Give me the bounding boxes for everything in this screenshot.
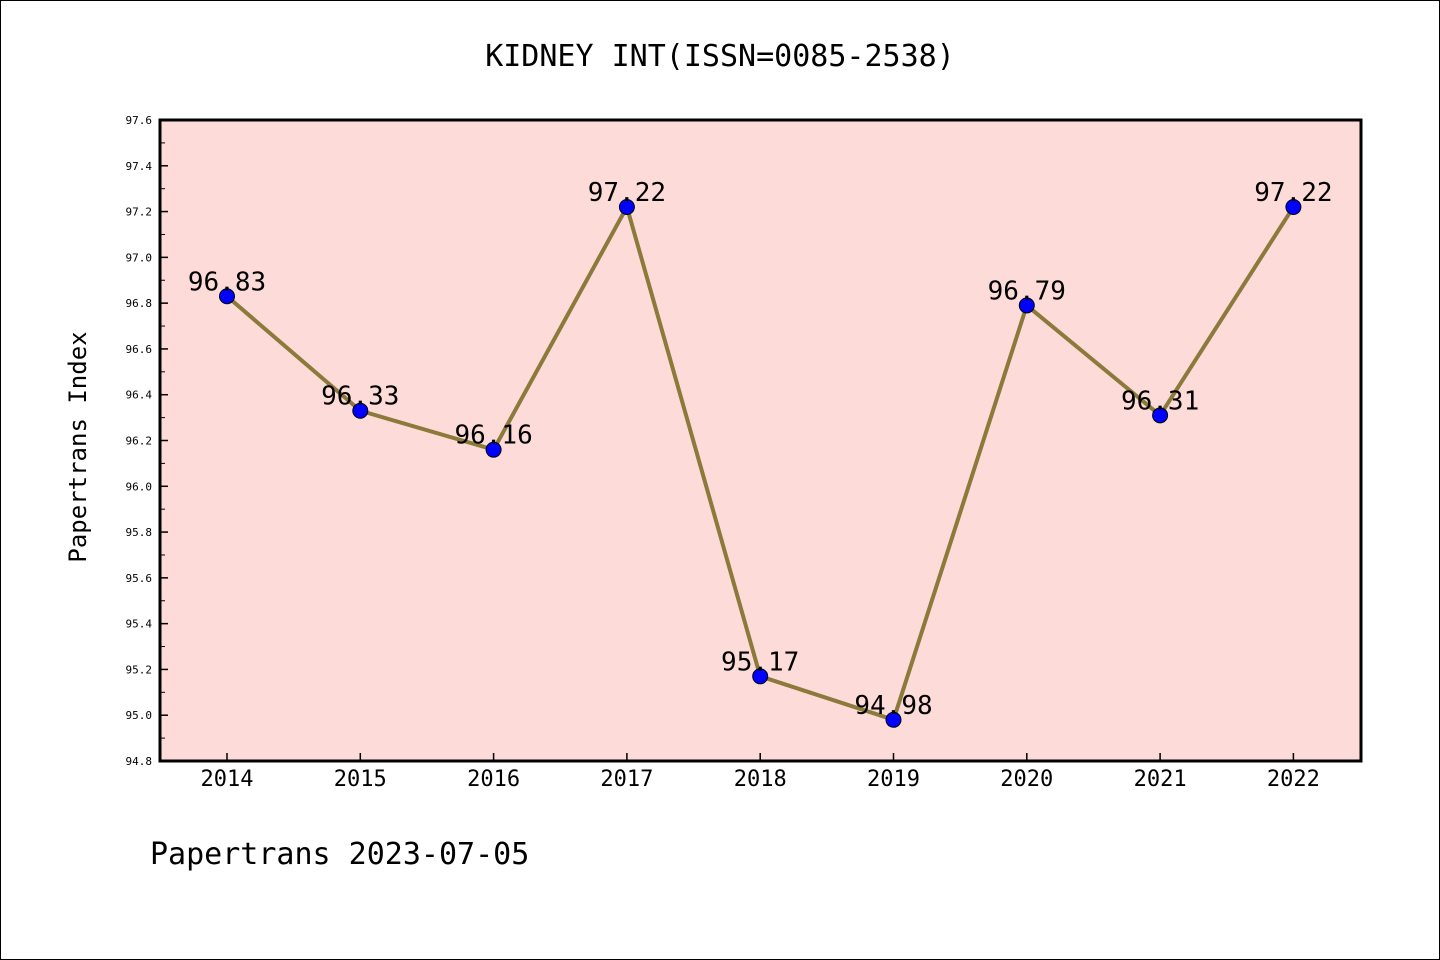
y-tick-label: 96.8 bbox=[126, 297, 153, 310]
y-tick-label: 97.2 bbox=[126, 206, 153, 219]
y-tick-label: 97.0 bbox=[126, 251, 153, 264]
data-point bbox=[1018, 297, 1035, 314]
data-point bbox=[485, 441, 502, 458]
x-tick-label: 2021 bbox=[1134, 767, 1187, 792]
y-tick-label: 96.4 bbox=[126, 389, 153, 402]
footer-text: Papertrans 2023-07-05 bbox=[150, 837, 529, 872]
data-point bbox=[752, 668, 769, 685]
data-label: 95.17 bbox=[721, 647, 799, 677]
data-label: 97.22 bbox=[1254, 178, 1332, 208]
y-tick-label: 95.4 bbox=[126, 618, 153, 631]
data-label: 96.83 bbox=[188, 267, 266, 297]
data-label: 96.16 bbox=[454, 421, 532, 451]
y-tick-label: 94.8 bbox=[126, 755, 153, 768]
x-tick-label: 2016 bbox=[467, 767, 520, 792]
data-point bbox=[618, 198, 635, 215]
data-label: 96.79 bbox=[988, 276, 1066, 306]
y-tick-label: 97.4 bbox=[126, 160, 153, 173]
y-tick-label: 97.6 bbox=[126, 114, 153, 127]
x-tick-label: 2018 bbox=[734, 767, 787, 792]
x-tick-label: 2022 bbox=[1267, 767, 1320, 792]
x-tick-label: 2020 bbox=[1000, 767, 1053, 792]
data-label: 96.33 bbox=[321, 382, 399, 412]
data-point bbox=[219, 288, 235, 305]
y-tick-label: 96.6 bbox=[126, 343, 153, 356]
data-points bbox=[219, 198, 1302, 728]
data-labels: 96.83 96.33 96.16 97.22 95.17 94.98 96.79 96.31… bbox=[188, 178, 1333, 721]
data-point bbox=[885, 711, 902, 728]
data-label: 97.22 bbox=[588, 178, 666, 208]
data-point bbox=[1285, 198, 1302, 215]
y-tick-label: 96.0 bbox=[126, 480, 153, 493]
x-axis: 2014 2015 2016 2017 2018 2019 2020 2021 2022 bbox=[201, 753, 1320, 792]
data-point bbox=[352, 402, 369, 419]
y-tick-label: 95.6 bbox=[126, 572, 153, 585]
y-axis: 94.8 95.0 95.2 95.4 95.6 95.8 96.0 96.2 96.4 96.6… bbox=[126, 114, 168, 768]
chart-title: KIDNEY INT(ISSN=0085-2538) bbox=[485, 39, 955, 74]
data-point bbox=[1152, 407, 1169, 424]
y-tick-label: 95.8 bbox=[126, 526, 153, 539]
data-label: 96.31 bbox=[1121, 386, 1199, 416]
x-tick-label: 2014 bbox=[201, 767, 254, 792]
plot-border bbox=[158, 118, 1363, 763]
x-tick-label: 2015 bbox=[334, 767, 387, 792]
y-tick-label: 95.0 bbox=[126, 709, 153, 722]
x-tick-label: 2019 bbox=[867, 767, 920, 792]
y-axis-label: Papertrans Index bbox=[64, 331, 92, 562]
y-tick-label: 96.2 bbox=[126, 435, 153, 448]
plot-area bbox=[160, 120, 1361, 761]
x-tick-label: 2017 bbox=[600, 767, 653, 792]
y-tick-label: 95.2 bbox=[126, 663, 153, 676]
data-label: 94.98 bbox=[854, 691, 932, 721]
